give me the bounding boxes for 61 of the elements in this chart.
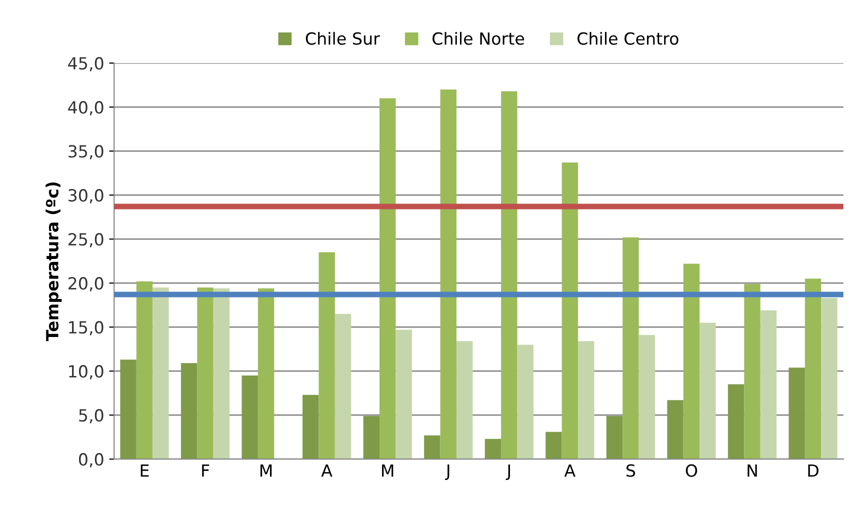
bar	[302, 394, 319, 460]
legend-label: Chile Sur	[306, 32, 380, 45]
bar	[318, 252, 335, 460]
bar	[683, 264, 700, 460]
bar	[363, 416, 380, 460]
bar	[484, 438, 502, 460]
bar	[242, 375, 258, 460]
bar	[667, 400, 684, 460]
legend-label: Chile Norte	[432, 32, 524, 45]
bar	[456, 341, 473, 460]
bar	[213, 288, 230, 460]
bar	[152, 287, 169, 460]
bar	[821, 298, 838, 460]
y-tick-label: 5,0	[79, 409, 104, 424]
bar	[622, 237, 639, 460]
bar	[546, 432, 562, 460]
bar	[396, 330, 412, 460]
y-tick-label: 45,0	[68, 57, 104, 72]
x-tick-label: A	[564, 464, 576, 477]
bar	[606, 416, 623, 460]
bar	[136, 281, 153, 460]
y-tick-label: 40,0	[68, 101, 104, 116]
y-tick-label: 35,0	[68, 145, 104, 160]
bar	[424, 435, 440, 460]
x-tick-label: J	[445, 464, 450, 480]
bar	[728, 384, 744, 460]
y-tick-label: 25,0	[68, 233, 104, 248]
x-tick-label: J	[506, 464, 510, 480]
x-tick-label: D	[808, 464, 818, 477]
bar	[788, 368, 805, 460]
bar	[744, 284, 760, 460]
bar	[180, 363, 198, 460]
y-tick-label: 30,0	[68, 189, 104, 204]
x-tick-label: M	[382, 464, 394, 477]
y-tick-label: 0,0	[78, 453, 104, 468]
y-axis-title: Temperatura (ºc)	[46, 182, 62, 342]
bar	[197, 287, 214, 460]
x-tick-label: O	[686, 464, 698, 477]
x-tick-label: F	[202, 464, 210, 477]
bar	[517, 344, 534, 460]
y-tick-label: 10,0	[69, 365, 104, 380]
bar	[501, 91, 518, 460]
bar	[804, 278, 822, 460]
x-tick-label: A	[321, 464, 332, 477]
x-tick-label: N	[748, 464, 757, 477]
y-tick-label: 20,0	[68, 277, 104, 292]
legend-label: Chile Centro	[578, 32, 678, 45]
bar	[334, 314, 352, 460]
bar	[380, 98, 396, 460]
bar	[760, 310, 777, 460]
bar	[562, 162, 578, 460]
x-tick-label: S	[626, 464, 636, 477]
bar	[440, 89, 456, 460]
x-tick-label: M	[260, 464, 272, 477]
bar	[700, 322, 716, 460]
bar	[120, 360, 136, 460]
x-tick-label: E	[140, 464, 149, 477]
bar	[258, 288, 274, 460]
bar	[578, 341, 594, 460]
bar	[638, 335, 656, 460]
y-tick-label: 15,0	[69, 321, 104, 336]
